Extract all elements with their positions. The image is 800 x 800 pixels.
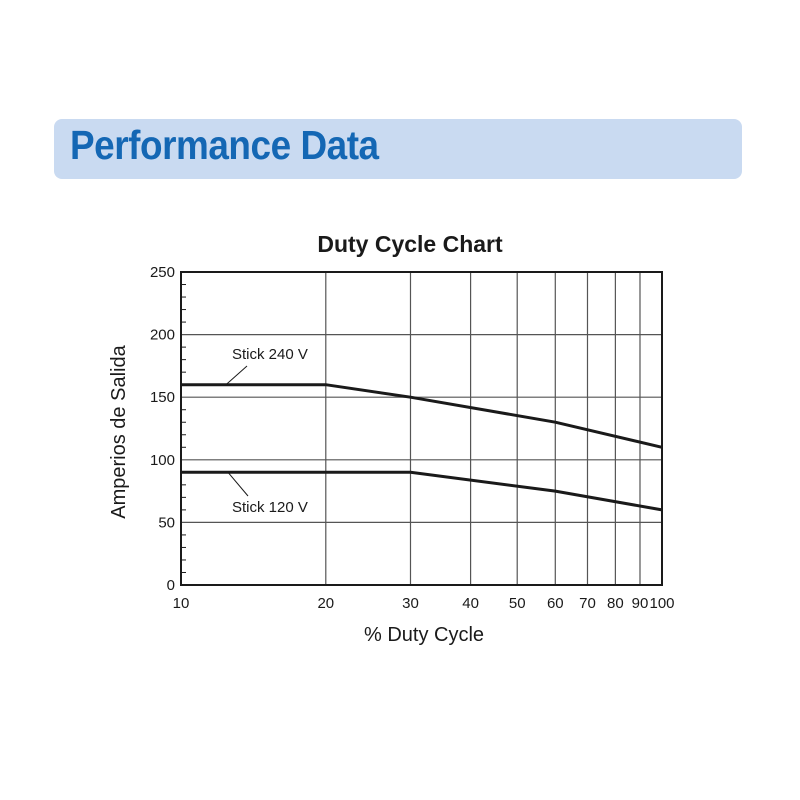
horizontal-gridlines bbox=[181, 271, 662, 586]
y-tick-label: 250 bbox=[150, 264, 175, 281]
y-tick-label: 150 bbox=[150, 389, 175, 406]
series-line bbox=[181, 383, 663, 449]
series-labels: Stick 240 V Stick 120 V bbox=[225, 346, 308, 516]
series-label: Stick 120 V bbox=[232, 499, 308, 516]
series-leader-line bbox=[225, 365, 248, 386]
x-tick-label: 70 bbox=[579, 595, 596, 612]
performance-data-banner: Performance Data bbox=[54, 119, 742, 179]
x-tick-label: 10 bbox=[173, 595, 190, 612]
series-line bbox=[181, 470, 663, 512]
plot-frame bbox=[180, 271, 663, 586]
x-axis-label: % Duty Cycle bbox=[364, 624, 484, 646]
chart-title: Duty Cycle Chart bbox=[317, 231, 503, 257]
x-tick-label: 80 bbox=[607, 595, 624, 612]
y-tick-label: 0 bbox=[167, 577, 175, 594]
series-label: Stick 240 V bbox=[232, 346, 308, 363]
series-leader-line bbox=[227, 471, 249, 497]
vertical-gridlines bbox=[180, 272, 663, 585]
x-tick-label: 20 bbox=[317, 595, 334, 612]
x-tick-label: 60 bbox=[547, 595, 564, 612]
x-tick-label: 50 bbox=[509, 595, 526, 612]
x-tick-label: 40 bbox=[462, 595, 479, 612]
x-tick-labels: 10 20 30 40 50 60 70 80 90 100 bbox=[173, 595, 675, 612]
series-lines bbox=[181, 383, 663, 512]
y-tick-label: 50 bbox=[158, 514, 175, 531]
y-tick-label: 200 bbox=[150, 327, 175, 344]
x-tick-label: 100 bbox=[649, 595, 674, 612]
banner-title: Performance Data bbox=[70, 122, 379, 168]
x-tick-label: 30 bbox=[402, 595, 419, 612]
y-tick-labels: 0 50 100 150 200 250 bbox=[150, 264, 175, 594]
y-axis-label: Amperios de Salida bbox=[108, 344, 130, 518]
y-tick-label: 100 bbox=[150, 452, 175, 469]
x-tick-label: 90 bbox=[632, 595, 649, 612]
